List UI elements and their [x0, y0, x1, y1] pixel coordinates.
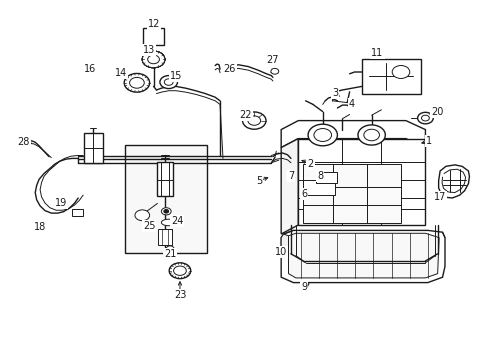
- Text: 25: 25: [142, 221, 155, 231]
- Text: 6: 6: [301, 189, 306, 199]
- Polygon shape: [303, 164, 400, 223]
- Circle shape: [142, 51, 164, 68]
- Circle shape: [357, 125, 385, 145]
- Circle shape: [307, 124, 337, 146]
- Text: 9: 9: [301, 282, 306, 292]
- Circle shape: [142, 51, 164, 68]
- Circle shape: [161, 208, 171, 215]
- Circle shape: [135, 210, 149, 221]
- Text: 23: 23: [173, 290, 186, 300]
- Text: 16: 16: [84, 64, 97, 74]
- Bar: [143, 28, 163, 45]
- Circle shape: [142, 51, 164, 68]
- Circle shape: [363, 129, 379, 141]
- Circle shape: [142, 51, 164, 68]
- Text: 27: 27: [266, 55, 279, 66]
- Text: 3: 3: [331, 88, 337, 98]
- Text: 2: 2: [307, 159, 313, 169]
- Circle shape: [160, 76, 177, 89]
- Bar: [303, 180, 334, 195]
- Circle shape: [421, 115, 428, 121]
- Circle shape: [270, 68, 278, 74]
- Text: 4: 4: [348, 99, 354, 109]
- Text: 21: 21: [163, 249, 176, 259]
- Text: 14: 14: [115, 68, 127, 78]
- Text: 10: 10: [274, 247, 287, 257]
- Text: 24: 24: [170, 216, 183, 226]
- Circle shape: [163, 210, 168, 213]
- Text: 7: 7: [287, 171, 293, 181]
- Polygon shape: [288, 233, 438, 278]
- Circle shape: [417, 112, 432, 124]
- Circle shape: [166, 246, 174, 252]
- Circle shape: [173, 266, 186, 275]
- Polygon shape: [281, 230, 444, 283]
- Circle shape: [247, 116, 260, 125]
- Text: 12: 12: [147, 19, 160, 30]
- Text: 5: 5: [256, 176, 262, 186]
- Text: 26: 26: [223, 64, 236, 74]
- Polygon shape: [281, 121, 425, 148]
- Circle shape: [242, 112, 265, 129]
- Text: 20: 20: [430, 107, 443, 117]
- Circle shape: [129, 77, 144, 88]
- Text: 18: 18: [34, 222, 46, 232]
- Text: 19: 19: [55, 198, 67, 208]
- Circle shape: [142, 51, 164, 68]
- Text: 15: 15: [169, 71, 182, 81]
- Circle shape: [147, 55, 159, 64]
- Polygon shape: [281, 139, 298, 234]
- Text: 11: 11: [370, 48, 383, 58]
- Polygon shape: [298, 139, 425, 225]
- Circle shape: [164, 79, 173, 85]
- Circle shape: [391, 66, 409, 78]
- Bar: [84, 133, 102, 163]
- Circle shape: [142, 51, 164, 68]
- Text: 28: 28: [17, 137, 30, 147]
- Polygon shape: [281, 234, 288, 254]
- Circle shape: [124, 73, 149, 92]
- Text: 22: 22: [239, 110, 252, 120]
- Bar: [72, 209, 83, 216]
- Circle shape: [313, 129, 331, 141]
- Bar: [124, 145, 206, 253]
- Text: 8: 8: [317, 171, 323, 181]
- Text: 17: 17: [433, 192, 446, 202]
- Polygon shape: [438, 165, 468, 198]
- Circle shape: [169, 263, 190, 279]
- Bar: [316, 172, 336, 183]
- Circle shape: [142, 51, 164, 68]
- Bar: [158, 229, 172, 245]
- Bar: [361, 59, 420, 94]
- Ellipse shape: [161, 219, 176, 226]
- Text: 13: 13: [142, 45, 155, 55]
- Text: 1: 1: [426, 136, 431, 146]
- Bar: [157, 162, 173, 196]
